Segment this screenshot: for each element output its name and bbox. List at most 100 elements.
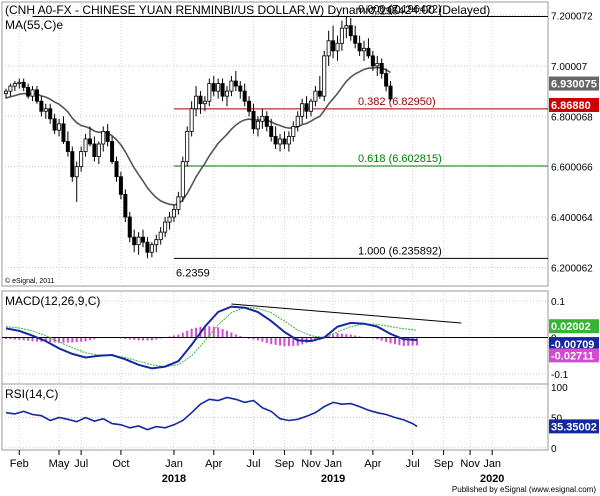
candle-down: [238, 85, 243, 92]
candle-up: [362, 47, 367, 52]
candle-up: [4, 90, 9, 95]
candle-down: [220, 83, 225, 97]
macd-lines: [2, 303, 548, 370]
candle-down: [384, 73, 389, 87]
candle-down: [251, 110, 256, 130]
rsi-gridlines: [2, 386, 548, 449]
price-annotation: 7.1964: [371, 5, 405, 17]
candle-up: [286, 136, 291, 145]
candle-down: [127, 216, 132, 238]
year-tick-label: 2019: [321, 473, 345, 485]
candle-up: [308, 100, 313, 112]
candle-up: [57, 123, 62, 131]
fib-level-label: 0.000 (7.196422): [358, 3, 442, 15]
price-tick-label: 6.400064: [551, 213, 593, 224]
macd-tick-label: -0.1: [551, 370, 569, 381]
macd-label: MACD(12,26,9,C): [5, 294, 100, 308]
candle-up: [291, 125, 296, 137]
candle-down: [233, 80, 238, 87]
candle-down: [282, 138, 287, 145]
candle-up: [194, 95, 199, 110]
year-tick-label: 2020: [480, 473, 504, 485]
candle-up: [96, 143, 101, 157]
month-tick-label: Feb: [10, 458, 29, 470]
macd-trendline: [231, 303, 462, 324]
candle-up: [8, 85, 13, 92]
moving-average-line: [5, 66, 391, 206]
candle-up: [339, 27, 344, 44]
month-tick-label: Apr: [364, 458, 381, 470]
rsi-line: [5, 396, 418, 431]
candle-up: [171, 209, 176, 218]
rsi-last-tag-bg: [549, 419, 599, 434]
fib-level-label: 0.618 (6.602815): [358, 153, 442, 165]
month-tick-label: Jul: [246, 458, 260, 470]
candle-down: [317, 90, 322, 97]
rsi-series-line: [5, 396, 418, 431]
rsi-last-tag: 35.35002: [551, 421, 597, 433]
candle-down: [34, 89, 39, 102]
price-tick-label: 6.200062: [551, 263, 593, 274]
candle-down: [264, 115, 269, 127]
fib-level-label: 1.000 (6.235892): [358, 245, 442, 257]
candle-down: [273, 136, 278, 145]
candle-up: [313, 90, 318, 102]
macd-last-tag-bg: [549, 337, 599, 352]
candle-up: [180, 161, 185, 198]
candle-up: [158, 231, 163, 241]
candle-up: [278, 138, 283, 145]
candle-up: [163, 221, 168, 233]
year-tick-label: 2018: [162, 473, 186, 485]
candle-up: [202, 100, 207, 105]
month-tick-label: Apr: [205, 458, 222, 470]
month-tick-label: Sep: [434, 458, 454, 470]
ma-label: MA(55,C)e: [5, 18, 63, 32]
rsi-tick-label: 100: [551, 383, 568, 394]
candle-up: [167, 216, 172, 223]
rsi-label: RSI(14,C): [5, 387, 58, 401]
candle-down: [348, 25, 353, 37]
candle-up: [74, 166, 79, 178]
candle-up: [136, 236, 141, 246]
candle-up: [79, 151, 84, 168]
month-tick-label: Jan: [483, 458, 501, 470]
candle-up: [229, 80, 234, 92]
ma-last-tag: 6.930075: [551, 79, 597, 91]
candle-down: [87, 138, 92, 145]
candle-up: [30, 89, 35, 97]
candle-up: [12, 83, 17, 87]
candle-down: [65, 141, 70, 152]
month-tick-label: Nov: [301, 458, 321, 470]
candle-down: [92, 143, 97, 157]
macd-hist-last-tag: -0.02711: [551, 350, 594, 362]
price-last-tag-bg: [549, 97, 599, 112]
candle-down: [110, 141, 115, 163]
candle-down: [48, 108, 53, 120]
candle-up: [224, 90, 229, 97]
candle-down: [304, 103, 309, 112]
candle-down: [247, 100, 252, 112]
candle-down: [61, 123, 66, 142]
macd-main-line: [5, 305, 418, 370]
candle-down: [52, 118, 57, 131]
candle-down: [105, 131, 110, 142]
candle-down: [269, 125, 274, 137]
candle-down: [366, 47, 371, 57]
fibonacci-levels: 0.000 (7.196422) 0.382 (6.82950) 0.618 (6.…: [32, 3, 548, 279]
candle-down: [21, 81, 26, 88]
candle-down: [353, 35, 358, 44]
price-tick-label: 7.00007: [551, 62, 588, 73]
candle-down: [379, 63, 384, 74]
candle-down: [198, 95, 203, 105]
candle-up: [260, 115, 265, 122]
month-tick-label: Jul: [406, 458, 420, 470]
fib-level-label: 0.382 (6.82950): [358, 96, 436, 108]
price-tick-label: 6.600066: [551, 163, 593, 174]
candle-down: [123, 193, 128, 218]
month-tick-label: Jul: [74, 458, 88, 470]
candle-up: [176, 196, 181, 210]
candle-up: [300, 103, 305, 117]
candle-up: [207, 83, 212, 102]
chart-title: (CNH A0-FX - CHINESE YUAN RENMINBI/US DO…: [5, 3, 490, 17]
